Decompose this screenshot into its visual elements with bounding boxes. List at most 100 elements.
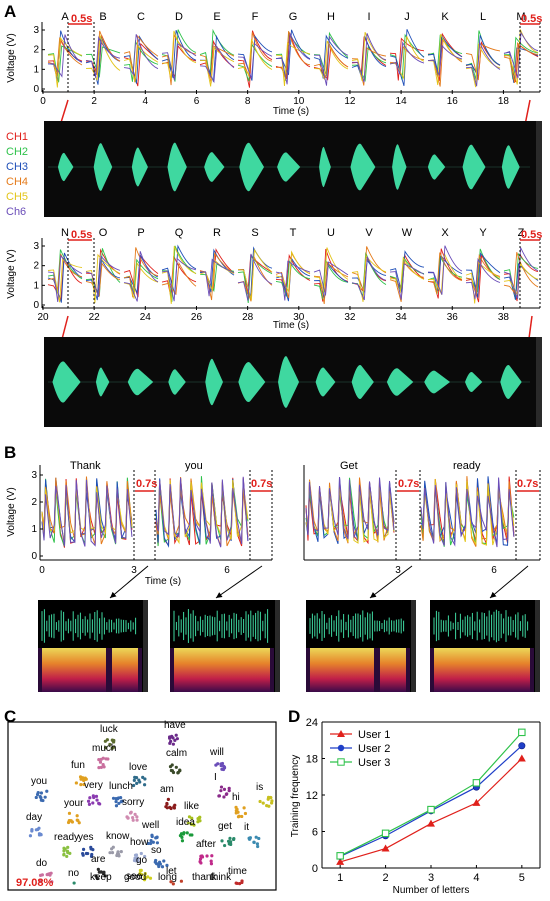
cluster-word-label: so (151, 845, 162, 856)
y-tick-label: 24 (306, 717, 318, 729)
cluster-dot (92, 795, 96, 800)
waveform-trace (85, 255, 121, 301)
data-point (518, 728, 526, 737)
cluster-dot (187, 815, 192, 819)
cluster-dot (66, 845, 70, 849)
cluster-dot (135, 781, 139, 785)
tick-label: 2 (33, 45, 39, 56)
cluster-dot (240, 879, 244, 883)
cluster-dot (162, 859, 166, 863)
channel-label: Ch6 (6, 206, 26, 218)
waveform-trace (465, 43, 501, 81)
audio-burst (52, 361, 81, 403)
cluster-dot (49, 871, 53, 875)
letter-label: F (252, 11, 259, 23)
cluster-word-label: luck (100, 724, 119, 735)
waveform-trace (47, 34, 83, 78)
legend-label: User 3 (358, 757, 390, 769)
waveform-trace (313, 31, 349, 77)
cluster-dot (265, 804, 269, 808)
cluster-dot (135, 856, 139, 860)
cluster-word-label: good (124, 872, 146, 883)
data-point (336, 857, 345, 865)
scrollbar (143, 600, 148, 692)
cluster-word-label: think (210, 872, 232, 883)
cluster-word-label: idea (176, 817, 195, 828)
cluster-dot (103, 874, 107, 878)
waveform-trace (237, 248, 273, 301)
cluster-dot (222, 795, 226, 799)
waveform-trace (427, 44, 463, 76)
cluster-dot (148, 876, 153, 880)
cluster-dot (89, 845, 93, 849)
waveform-trace (420, 477, 515, 548)
waveform-trace (237, 246, 273, 300)
letter-label: M (516, 11, 525, 23)
cluster-dot (234, 808, 238, 813)
y-tick-label: 0 (312, 863, 318, 875)
tick-label: 20 (37, 312, 49, 323)
cluster-dot (242, 806, 246, 810)
cluster-dot (39, 791, 44, 795)
cluster-dot (143, 876, 147, 880)
cluster-dot (62, 846, 66, 850)
cluster-dot (155, 841, 160, 845)
panel-a-row1-yticks: 0 1 2 3 (33, 25, 45, 95)
cluster-dot (82, 782, 86, 787)
cluster-dot (171, 742, 175, 746)
x-tick-label: 4 (473, 872, 479, 884)
letter-label: H (327, 11, 335, 23)
waveform-trace (427, 33, 463, 86)
legend-label: User 1 (358, 729, 390, 741)
audio-burst (238, 361, 266, 403)
waveform-trace (123, 255, 159, 298)
cluster-dot (90, 852, 94, 857)
letter-label: J (404, 11, 410, 23)
cluster-dot (72, 881, 76, 885)
cluster-dot (41, 798, 45, 803)
waveform-trace (465, 252, 501, 298)
waveform-trace (305, 477, 395, 540)
waveform-trace (161, 42, 197, 81)
letter-label: C (137, 11, 145, 23)
waveform-trace (85, 30, 121, 75)
data-point (472, 798, 481, 806)
data-point (427, 819, 435, 827)
cluster-dot (214, 763, 218, 767)
cluster-dot (36, 791, 40, 795)
audio-waveform-panel-2 (44, 337, 542, 427)
cluster-dot (45, 873, 49, 877)
cluster-dot (103, 739, 107, 743)
cluster-dot (28, 834, 33, 838)
cluster-dot (37, 833, 42, 837)
waveform-trace (199, 258, 235, 297)
waveform-trace (465, 40, 501, 79)
marker-label-3: 0.5s (71, 229, 92, 241)
word-label-ready: ready (453, 460, 481, 472)
cluster-dot (39, 796, 43, 800)
cluster-word-label: will (209, 747, 224, 758)
cluster-dot (30, 829, 34, 833)
cluster-dot (81, 851, 85, 856)
waveform-trace (465, 42, 501, 88)
cluster-dot (240, 814, 244, 819)
marker-label-4: 0.5s (521, 229, 542, 241)
audio-burst (239, 142, 265, 192)
letter-label: R (213, 227, 221, 239)
cluster-dot (98, 760, 103, 764)
waveform-trace (465, 248, 501, 293)
cluster-word-label: thank (192, 872, 217, 883)
cluster-dot (79, 782, 83, 787)
cluster-dot (126, 816, 130, 820)
cluster-word-label: very (84, 780, 103, 791)
spectrogram-arrow (215, 565, 263, 599)
letter-label: P (137, 227, 144, 239)
cluster-word-label: much (92, 743, 116, 754)
waveform-trace (503, 247, 539, 300)
cluster-dot (171, 736, 175, 740)
panel-d-ylabel: Training frequency (290, 755, 301, 837)
cluster-dot (168, 735, 172, 739)
letter-label: Z (518, 227, 525, 239)
panel-d-xlabel: Number of letters (393, 885, 470, 896)
